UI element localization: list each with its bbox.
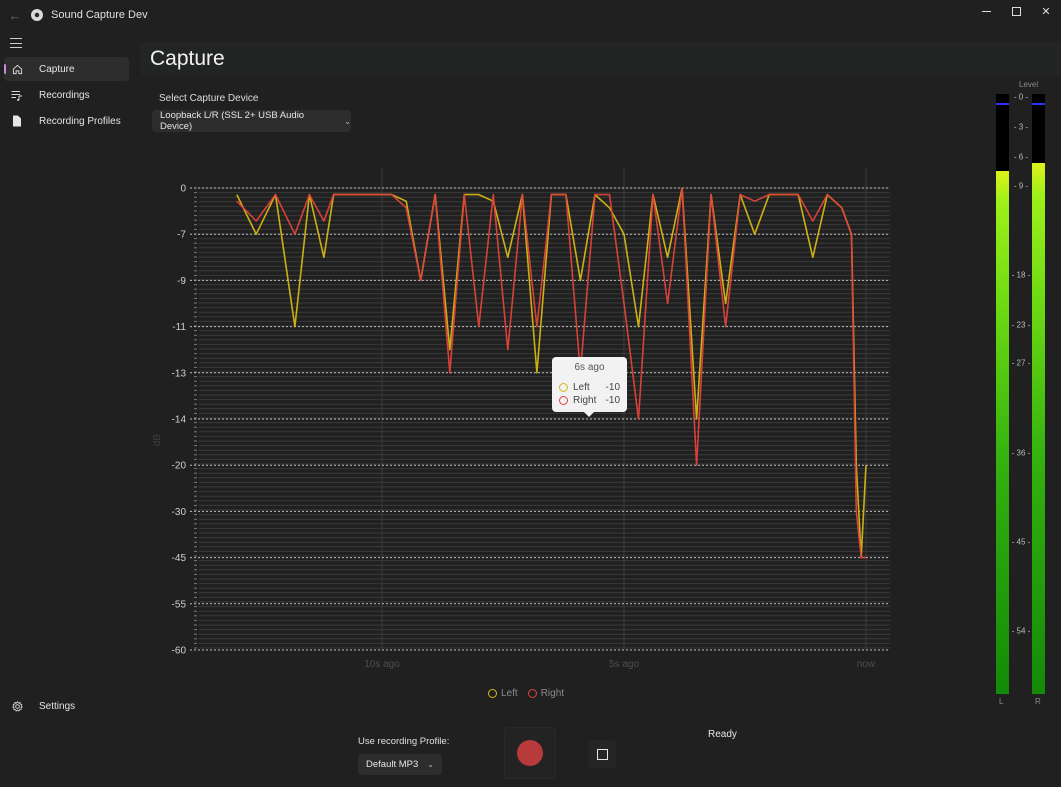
- stop-icon: [596, 748, 608, 760]
- level-scale-tick: - 18 -: [1011, 270, 1031, 280]
- tooltip-row-right: Right -10: [559, 395, 620, 406]
- recording-profile-label: Use recording Profile:: [358, 736, 450, 747]
- svg-text:-60: -60: [172, 646, 187, 657]
- home-icon: [11, 63, 23, 75]
- chart-canvas: 0 -7 -9 -11 -13 -14 -20 -30 -45 -55 -60 dB 10s ago 5s…: [152, 168, 890, 670]
- left-level-meter: [996, 94, 1009, 694]
- capture-device-label: Select Capture Device: [159, 93, 259, 104]
- status-text: Ready: [708, 729, 737, 740]
- level-scale-tick: - 0 -: [1013, 92, 1029, 102]
- legend-item-left[interactable]: Left: [488, 688, 518, 699]
- level-scale-tick: - 6 -: [1013, 152, 1029, 162]
- svg-text:-7: -7: [177, 230, 186, 241]
- minimize-button[interactable]: [971, 0, 1001, 22]
- sidebar-item-recording-profiles[interactable]: Recording Profiles: [4, 109, 129, 133]
- capture-page: Capture Select Capture Device Loopback L…: [136, 30, 1061, 787]
- sidebar-item-label: Recordings: [39, 89, 90, 101]
- legend-item-right[interactable]: Right: [527, 688, 564, 699]
- level-scale-tick: - 23 -: [1011, 320, 1031, 330]
- stop-button[interactable]: [588, 740, 616, 768]
- svg-text:-14: -14: [172, 415, 187, 426]
- sidebar-item-label: Settings: [39, 700, 76, 712]
- page-title: Capture: [150, 47, 225, 70]
- title-bar: ← Sound Capture Dev ✕: [0, 0, 1061, 30]
- right-channel-label: R: [1035, 697, 1041, 706]
- app-icon: [31, 9, 43, 21]
- left-series-marker-icon: [559, 383, 568, 392]
- record-icon: [517, 740, 543, 766]
- svg-text:-11: -11: [172, 322, 186, 333]
- recording-profile-value: Default MP3: [366, 759, 419, 770]
- level-scale-tick: - 36 -: [1011, 448, 1031, 458]
- left-level-fill: [996, 170, 1009, 694]
- level-scale-tick: - 45 -: [1011, 537, 1031, 547]
- right-level-meter: [1032, 94, 1045, 694]
- level-scale-tick: - 27 -: [1011, 358, 1031, 368]
- left-peak-indicator: [996, 102, 1009, 105]
- level-history-chart: 0 -7 -9 -11 -13 -14 -20 -30 -45 -55 -60 dB 10s ago 5s…: [136, 150, 916, 710]
- svg-text:10s ago: 10s ago: [364, 659, 400, 670]
- right-series-marker-icon: [527, 689, 537, 698]
- sidebar-item-label: Recording Profiles: [39, 115, 121, 127]
- level-meters: Level - 0 - - 3 - - 6 - - 9 - - 18 - - 2…: [992, 80, 1061, 710]
- recording-profile-dropdown[interactable]: Default MP3 ⌄: [358, 754, 442, 775]
- left-series-marker-icon: [488, 689, 497, 698]
- document-icon: [11, 115, 23, 127]
- svg-text:-45: -45: [172, 553, 187, 564]
- hamburger-menu-icon[interactable]: [10, 38, 22, 48]
- chart-legend: Left Right: [488, 688, 564, 699]
- svg-text:dB: dB: [152, 434, 163, 447]
- sidebar-item-recordings[interactable]: Recordings: [4, 83, 129, 107]
- gear-icon: [11, 700, 23, 712]
- sidebar-item-label: Capture: [39, 63, 75, 75]
- tooltip-title: 6s ago: [574, 362, 605, 373]
- chart-tooltip: 6s ago Left -10 Right -10: [552, 357, 627, 417]
- back-icon[interactable]: ←: [8, 7, 22, 23]
- svg-text:-9: -9: [177, 276, 186, 287]
- level-scale-tick: - 9 -: [1013, 181, 1029, 191]
- chevron-down-icon: ⌄: [344, 116, 351, 126]
- sidebar-item-settings[interactable]: Settings: [4, 694, 129, 718]
- maximize-button[interactable]: [1001, 0, 1031, 22]
- svg-text:-55: -55: [172, 599, 187, 610]
- left-channel-label: L: [999, 697, 1004, 706]
- chevron-down-icon: ⌄: [427, 760, 434, 769]
- svg-text:now: now: [857, 659, 876, 670]
- sidebar: Capture Recordings Recording Profiles Se…: [0, 30, 136, 787]
- level-scale-tick: - 54 -: [1011, 626, 1031, 636]
- sidebar-item-capture[interactable]: Capture: [4, 57, 129, 81]
- svg-text:-20: -20: [172, 461, 187, 472]
- close-button[interactable]: ✕: [1041, 5, 1051, 18]
- capture-device-value: Loopback L/R (SSL 2+ USB Audio Device): [160, 110, 305, 132]
- playlist-icon: [11, 89, 23, 101]
- level-scale-tick: - 3 -: [1013, 122, 1029, 132]
- svg-text:-13: -13: [172, 368, 187, 379]
- capture-device-dropdown[interactable]: Loopback L/R (SSL 2+ USB Audio Device) ⌄: [152, 110, 351, 132]
- right-level-fill: [1032, 163, 1045, 694]
- svg-text:0: 0: [180, 184, 186, 195]
- record-button[interactable]: [504, 727, 556, 779]
- right-series-marker-icon: [559, 396, 568, 405]
- app-title: Sound Capture Dev: [51, 9, 148, 21]
- right-peak-indicator: [1032, 102, 1045, 105]
- svg-text:5s ago: 5s ago: [609, 659, 639, 670]
- level-meter-title: Level: [1019, 80, 1039, 89]
- page-header: Capture: [140, 42, 1061, 76]
- tooltip-row-left: Left -10: [559, 382, 620, 393]
- svg-text:-30: -30: [172, 507, 187, 518]
- window-controls: ✕: [971, 0, 1061, 22]
